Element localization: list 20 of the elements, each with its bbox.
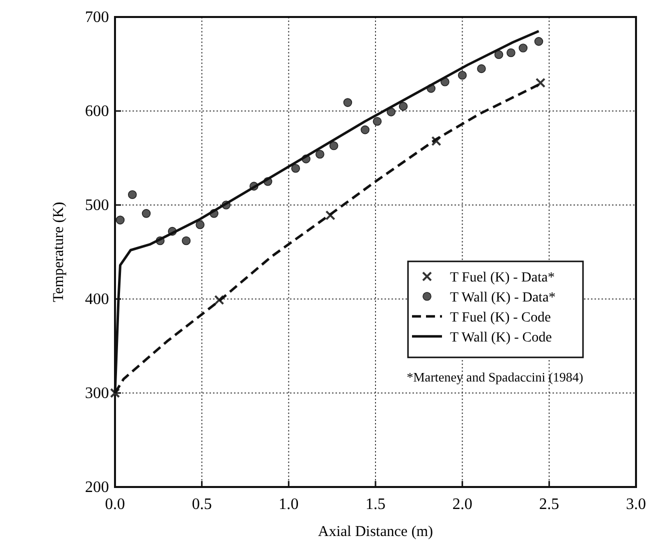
y-tick-label: 700 xyxy=(85,9,109,26)
x-tick-label: 1.5 xyxy=(366,496,386,513)
x-tick-label: 3.0 xyxy=(626,496,646,513)
y-axis-title: Temperature (K) xyxy=(51,202,67,302)
legend-label: T Wall (K) - Data* xyxy=(450,290,556,306)
x-tick-label: 2.0 xyxy=(452,496,472,513)
y-tick-label: 600 xyxy=(85,103,109,120)
annotation: *Marteney and Spadaccini (1984) xyxy=(406,369,584,384)
x-tick-label: 2.5 xyxy=(539,496,560,513)
legend-label: T Fuel (K) - Data* xyxy=(450,270,555,286)
x-tick-label: 0.0 xyxy=(105,496,125,513)
y-tick-label: 200 xyxy=(85,479,109,496)
legend-label: T Fuel (K) - Code xyxy=(450,310,551,326)
x-tick-label: 0.5 xyxy=(192,496,212,513)
y-tick-label: 500 xyxy=(85,197,109,214)
legend-label: T Wall (K) - Code xyxy=(450,330,552,346)
y-tick-label: 400 xyxy=(85,291,109,308)
x-axis-title: Axial Distance (m) xyxy=(318,524,433,540)
y-tick-label: 300 xyxy=(85,385,109,402)
x-tick-label: 1.0 xyxy=(278,496,299,513)
